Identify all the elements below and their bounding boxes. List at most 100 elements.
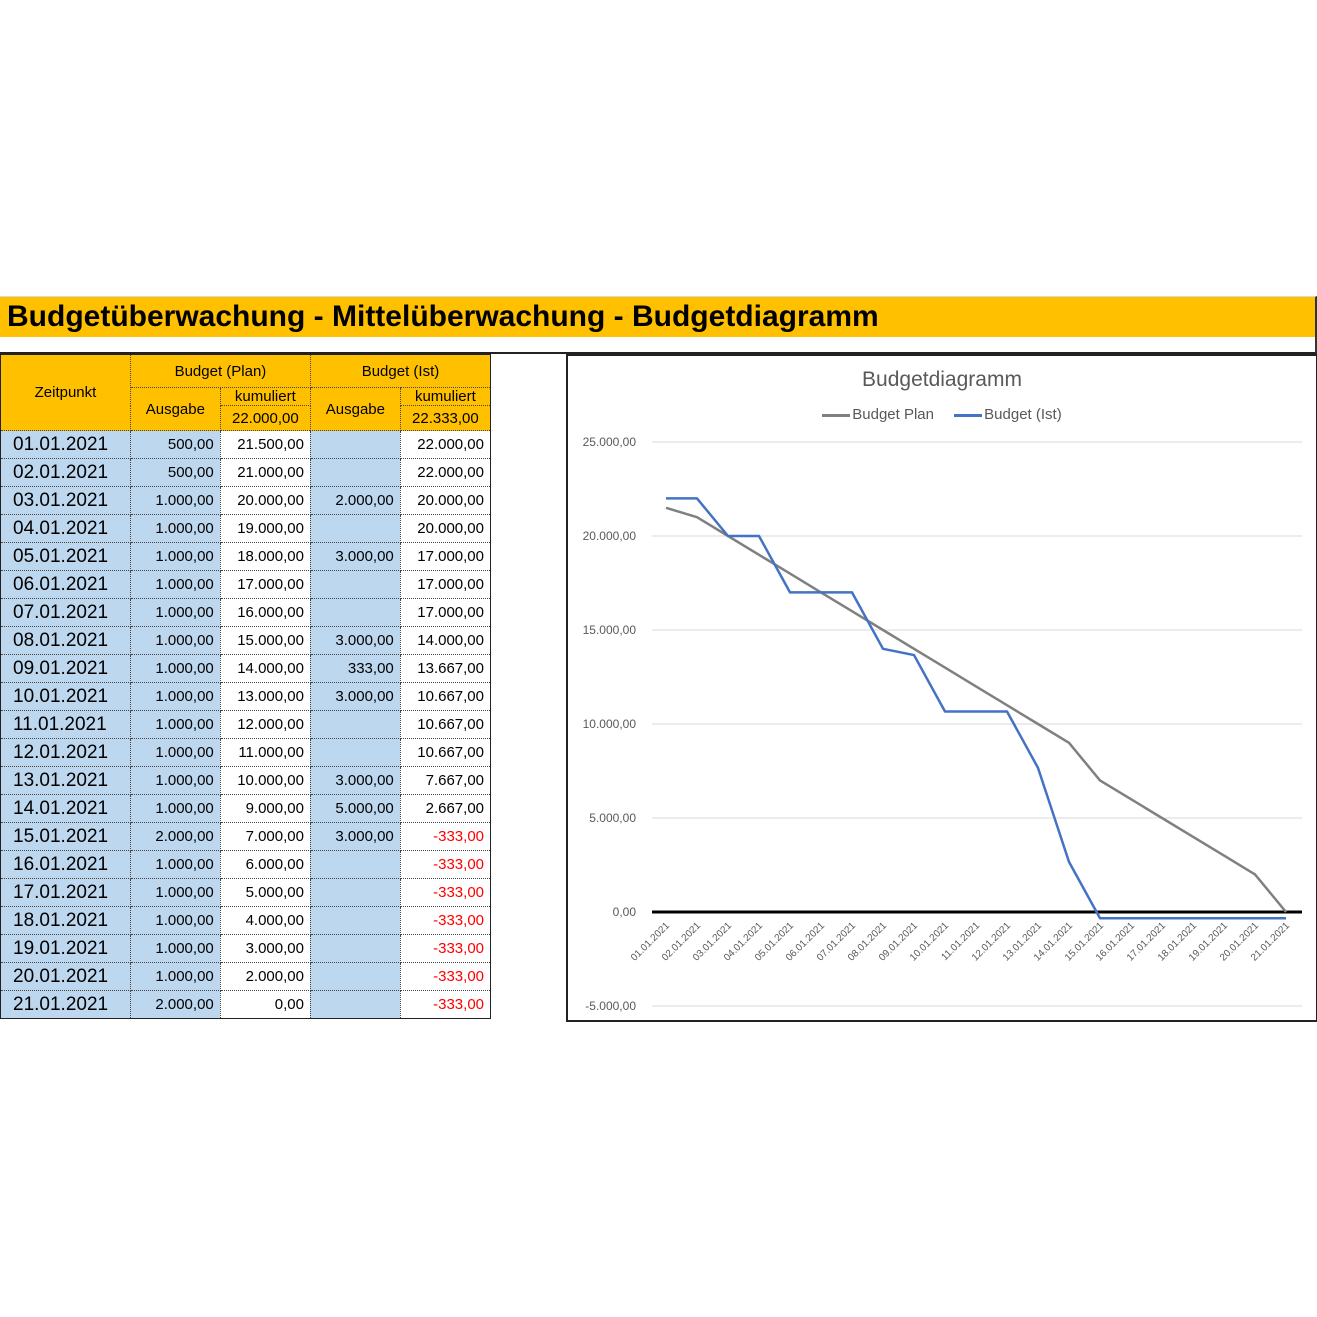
row-date[interactable]: 05.01.2021 <box>0 542 131 571</box>
plan-ausgabe-cell[interactable]: 1.000,00 <box>129 626 221 655</box>
ist-kumuliert-cell[interactable]: -333,00 <box>399 962 492 991</box>
ist-kumuliert-cell[interactable]: 22.000,00 <box>399 430 492 459</box>
ist-kumuliert-cell[interactable]: 10.667,00 <box>399 738 492 767</box>
plan-ausgabe-cell[interactable]: 500,00 <box>129 430 221 459</box>
plan-ausgabe-cell[interactable]: 2.000,00 <box>129 822 221 851</box>
ist-ausgabe-cell[interactable] <box>309 990 401 1019</box>
row-date[interactable]: 13.01.2021 <box>0 766 131 795</box>
plan-kumuliert-cell[interactable]: 9.000,00 <box>219 794 311 823</box>
budget-chart[interactable]: Budgetdiagramm Budget Plan Budget (Ist) … <box>566 354 1317 1022</box>
plan-ausgabe-cell[interactable]: 1.000,00 <box>129 906 221 935</box>
ist-kumuliert-cell[interactable]: 7.667,00 <box>399 766 492 795</box>
row-date[interactable]: 07.01.2021 <box>0 598 131 627</box>
plan-kumuliert-cell[interactable]: 3.000,00 <box>219 934 311 963</box>
ist-ausgabe-cell[interactable]: 3.000,00 <box>309 822 401 851</box>
ist-total[interactable]: 22.333,00 <box>399 405 492 431</box>
ist-kumuliert-cell[interactable]: 10.667,00 <box>399 682 492 711</box>
plan-ausgabe-cell[interactable]: 1.000,00 <box>129 682 221 711</box>
ist-ausgabe-cell[interactable]: 333,00 <box>309 654 401 683</box>
plan-kumuliert-cell[interactable]: 21.500,00 <box>219 430 311 459</box>
row-date[interactable]: 21.01.2021 <box>0 990 131 1019</box>
ist-kumuliert-cell[interactable]: -333,00 <box>399 878 492 907</box>
row-date[interactable]: 02.01.2021 <box>0 458 131 487</box>
plan-kumuliert-cell[interactable]: 13.000,00 <box>219 682 311 711</box>
plan-ausgabe-cell[interactable]: 1.000,00 <box>129 486 221 515</box>
ist-ausgabe-cell[interactable] <box>309 458 401 487</box>
ist-kumuliert-cell[interactable]: 17.000,00 <box>399 542 492 571</box>
ist-kumuliert-cell[interactable]: -333,00 <box>399 850 492 879</box>
plan-kumuliert-cell[interactable]: 0,00 <box>219 990 311 1019</box>
plan-ausgabe-cell[interactable]: 1.000,00 <box>129 738 221 767</box>
row-date[interactable]: 06.01.2021 <box>0 570 131 599</box>
plan-kumuliert-cell[interactable]: 20.000,00 <box>219 486 311 515</box>
series-line[interactable] <box>666 497 1286 920</box>
plan-ausgabe-cell[interactable]: 2.000,00 <box>129 990 221 1019</box>
plan-kumuliert-cell[interactable]: 21.000,00 <box>219 458 311 487</box>
row-date[interactable]: 04.01.2021 <box>0 514 131 543</box>
ist-kumuliert-cell[interactable]: 22.000,00 <box>399 458 492 487</box>
ist-ausgabe-cell[interactable] <box>309 570 401 599</box>
ist-ausgabe-cell[interactable]: 5.000,00 <box>309 794 401 823</box>
ist-ausgabe-cell[interactable]: 3.000,00 <box>309 682 401 711</box>
ist-kumuliert-cell[interactable]: 20.000,00 <box>399 514 492 543</box>
ist-ausgabe-cell[interactable] <box>309 934 401 963</box>
ist-ausgabe-cell[interactable] <box>309 598 401 627</box>
plan-ausgabe-cell[interactable]: 1.000,00 <box>129 654 221 683</box>
row-date[interactable]: 10.01.2021 <box>0 682 131 711</box>
row-date[interactable]: 03.01.2021 <box>0 486 131 515</box>
row-date[interactable]: 16.01.2021 <box>0 850 131 879</box>
ist-ausgabe-cell[interactable] <box>309 850 401 879</box>
ist-kumuliert-cell[interactable]: -333,00 <box>399 990 492 1019</box>
ist-ausgabe-cell[interactable] <box>309 710 401 739</box>
plan-ausgabe-cell[interactable]: 1.000,00 <box>129 710 221 739</box>
plan-kumuliert-cell[interactable]: 7.000,00 <box>219 822 311 851</box>
ist-kumuliert-cell[interactable]: 2.667,00 <box>399 794 492 823</box>
plan-kumuliert-cell[interactable]: 15.000,00 <box>219 626 311 655</box>
ist-kumuliert-cell[interactable]: 17.000,00 <box>399 598 492 627</box>
ist-kumuliert-cell[interactable]: 13.667,00 <box>399 654 492 683</box>
plan-kumuliert-cell[interactable]: 4.000,00 <box>219 906 311 935</box>
plan-kumuliert-cell[interactable]: 5.000,00 <box>219 878 311 907</box>
plan-ausgabe-cell[interactable]: 1.000,00 <box>129 542 221 571</box>
row-date[interactable]: 08.01.2021 <box>0 626 131 655</box>
row-date[interactable]: 15.01.2021 <box>0 822 131 851</box>
plan-total[interactable]: 22.000,00 <box>219 405 311 431</box>
ist-kumuliert-cell[interactable]: -333,00 <box>399 906 492 935</box>
ist-kumuliert-cell[interactable]: 14.000,00 <box>399 626 492 655</box>
row-date[interactable]: 14.01.2021 <box>0 794 131 823</box>
plan-kumuliert-cell[interactable]: 17.000,00 <box>219 570 311 599</box>
plan-ausgabe-cell[interactable]: 1.000,00 <box>129 570 221 599</box>
ist-ausgabe-cell[interactable] <box>309 962 401 991</box>
plan-ausgabe-cell[interactable]: 1.000,00 <box>129 766 221 795</box>
ist-ausgabe-cell[interactable] <box>309 878 401 907</box>
plan-kumuliert-cell[interactable]: 6.000,00 <box>219 850 311 879</box>
plan-kumuliert-cell[interactable]: 10.000,00 <box>219 766 311 795</box>
plan-ausgabe-cell[interactable]: 1.000,00 <box>129 514 221 543</box>
ist-kumuliert-cell[interactable]: -333,00 <box>399 934 492 963</box>
row-date[interactable]: 12.01.2021 <box>0 738 131 767</box>
plan-ausgabe-cell[interactable]: 1.000,00 <box>129 934 221 963</box>
plan-kumuliert-cell[interactable]: 12.000,00 <box>219 710 311 739</box>
series-line[interactable] <box>665 506 1287 913</box>
plan-kumuliert-cell[interactable]: 11.000,00 <box>219 738 311 767</box>
row-date[interactable]: 17.01.2021 <box>0 878 131 907</box>
row-date[interactable]: 11.01.2021 <box>0 710 131 739</box>
plan-ausgabe-cell[interactable]: 1.000,00 <box>129 850 221 879</box>
ist-kumuliert-cell[interactable]: -333,00 <box>399 822 492 851</box>
ist-ausgabe-cell[interactable] <box>309 738 401 767</box>
ist-ausgabe-cell[interactable] <box>309 430 401 459</box>
row-date[interactable]: 19.01.2021 <box>0 934 131 963</box>
plan-kumuliert-cell[interactable]: 18.000,00 <box>219 542 311 571</box>
plan-kumuliert-cell[interactable]: 19.000,00 <box>219 514 311 543</box>
row-date[interactable]: 18.01.2021 <box>0 906 131 935</box>
row-date[interactable]: 09.01.2021 <box>0 654 131 683</box>
ist-ausgabe-cell[interactable]: 3.000,00 <box>309 766 401 795</box>
plan-ausgabe-cell[interactable]: 1.000,00 <box>129 794 221 823</box>
plan-kumuliert-cell[interactable]: 2.000,00 <box>219 962 311 991</box>
plan-ausgabe-cell[interactable]: 1.000,00 <box>129 962 221 991</box>
plan-kumuliert-cell[interactable]: 16.000,00 <box>219 598 311 627</box>
plan-ausgabe-cell[interactable]: 1.000,00 <box>129 598 221 627</box>
plan-ausgabe-cell[interactable]: 500,00 <box>129 458 221 487</box>
ist-ausgabe-cell[interactable]: 2.000,00 <box>309 486 401 515</box>
ist-kumuliert-cell[interactable]: 17.000,00 <box>399 570 492 599</box>
